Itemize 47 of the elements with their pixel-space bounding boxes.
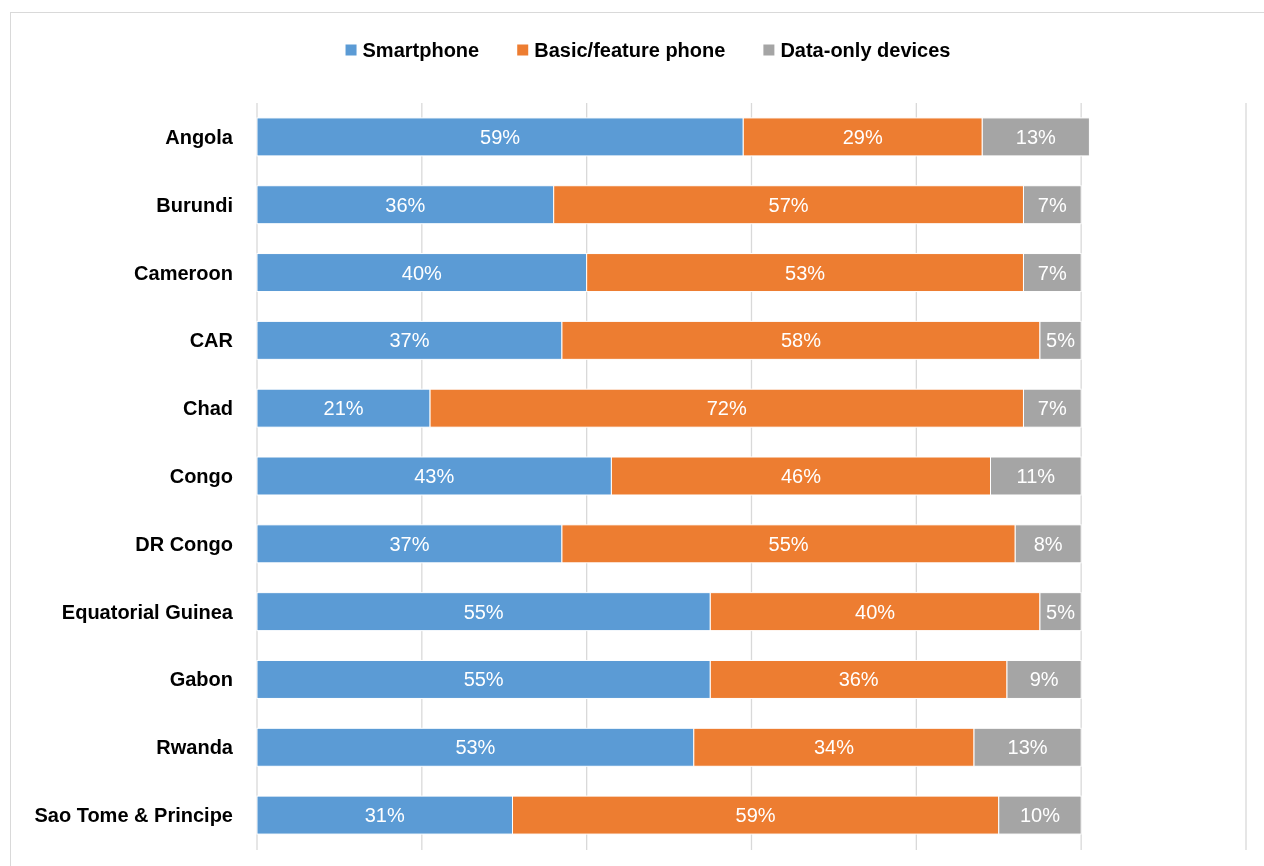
y-tick-label: DR Congo bbox=[135, 532, 233, 555]
y-tick-label: Burundi bbox=[156, 193, 233, 216]
data-label: 37% bbox=[389, 532, 430, 555]
data-label: 40% bbox=[401, 261, 443, 284]
data-label: 59% bbox=[735, 804, 776, 827]
legend-label: Basic/feature phone bbox=[534, 39, 726, 61]
data-label: 36% bbox=[385, 193, 426, 216]
data-label: 5% bbox=[1046, 600, 1076, 623]
data-label: 53% bbox=[785, 261, 826, 284]
y-tick-label: Rwanda bbox=[156, 736, 234, 759]
data-label: 43% bbox=[414, 465, 455, 487]
y-tick-label: Congo bbox=[169, 465, 233, 487]
legend-label: Data-only devices bbox=[780, 39, 951, 61]
data-label: 7% bbox=[1037, 193, 1067, 216]
data-label: 36% bbox=[838, 668, 879, 691]
data-label: 37% bbox=[389, 329, 430, 352]
data-label: 72% bbox=[706, 397, 748, 420]
data-label: 7% bbox=[1037, 397, 1067, 420]
data-label: 57% bbox=[768, 193, 809, 216]
data-label: 55% bbox=[463, 668, 504, 691]
data-label: 9% bbox=[1029, 668, 1059, 691]
y-tick-label: CAR bbox=[189, 329, 234, 352]
data-label: 46% bbox=[780, 465, 822, 487]
y-tick-label: Gabon bbox=[169, 668, 233, 691]
data-label: 55% bbox=[768, 532, 809, 555]
data-label: 53% bbox=[455, 736, 496, 759]
data-label: 8% bbox=[1033, 532, 1063, 555]
data-label: 5% bbox=[1046, 329, 1076, 352]
y-tick-label: Chad bbox=[183, 397, 233, 420]
y-tick-label: Sao Tome & Principe bbox=[34, 804, 233, 827]
data-label: 13% bbox=[1007, 736, 1048, 759]
data-label: 21% bbox=[323, 397, 364, 420]
data-label: 40% bbox=[855, 600, 896, 623]
data-label: 31% bbox=[364, 804, 405, 827]
data-label: 13% bbox=[1015, 125, 1057, 148]
data-label: 7% bbox=[1037, 261, 1067, 284]
legend-label: Smartphone bbox=[362, 39, 480, 61]
data-label: 11% bbox=[1016, 465, 1056, 487]
data-label: 34% bbox=[813, 736, 855, 759]
y-tick-label: Equatorial Guinea bbox=[61, 600, 234, 623]
y-tick-label: Cameroon bbox=[134, 261, 233, 284]
data-label: 10% bbox=[1019, 804, 1061, 827]
data-label: 55% bbox=[463, 600, 504, 623]
data-label: 59% bbox=[480, 125, 521, 148]
data-label: 29% bbox=[842, 125, 883, 148]
data-label: 58% bbox=[780, 329, 822, 352]
y-tick-label: Angola bbox=[165, 125, 234, 148]
